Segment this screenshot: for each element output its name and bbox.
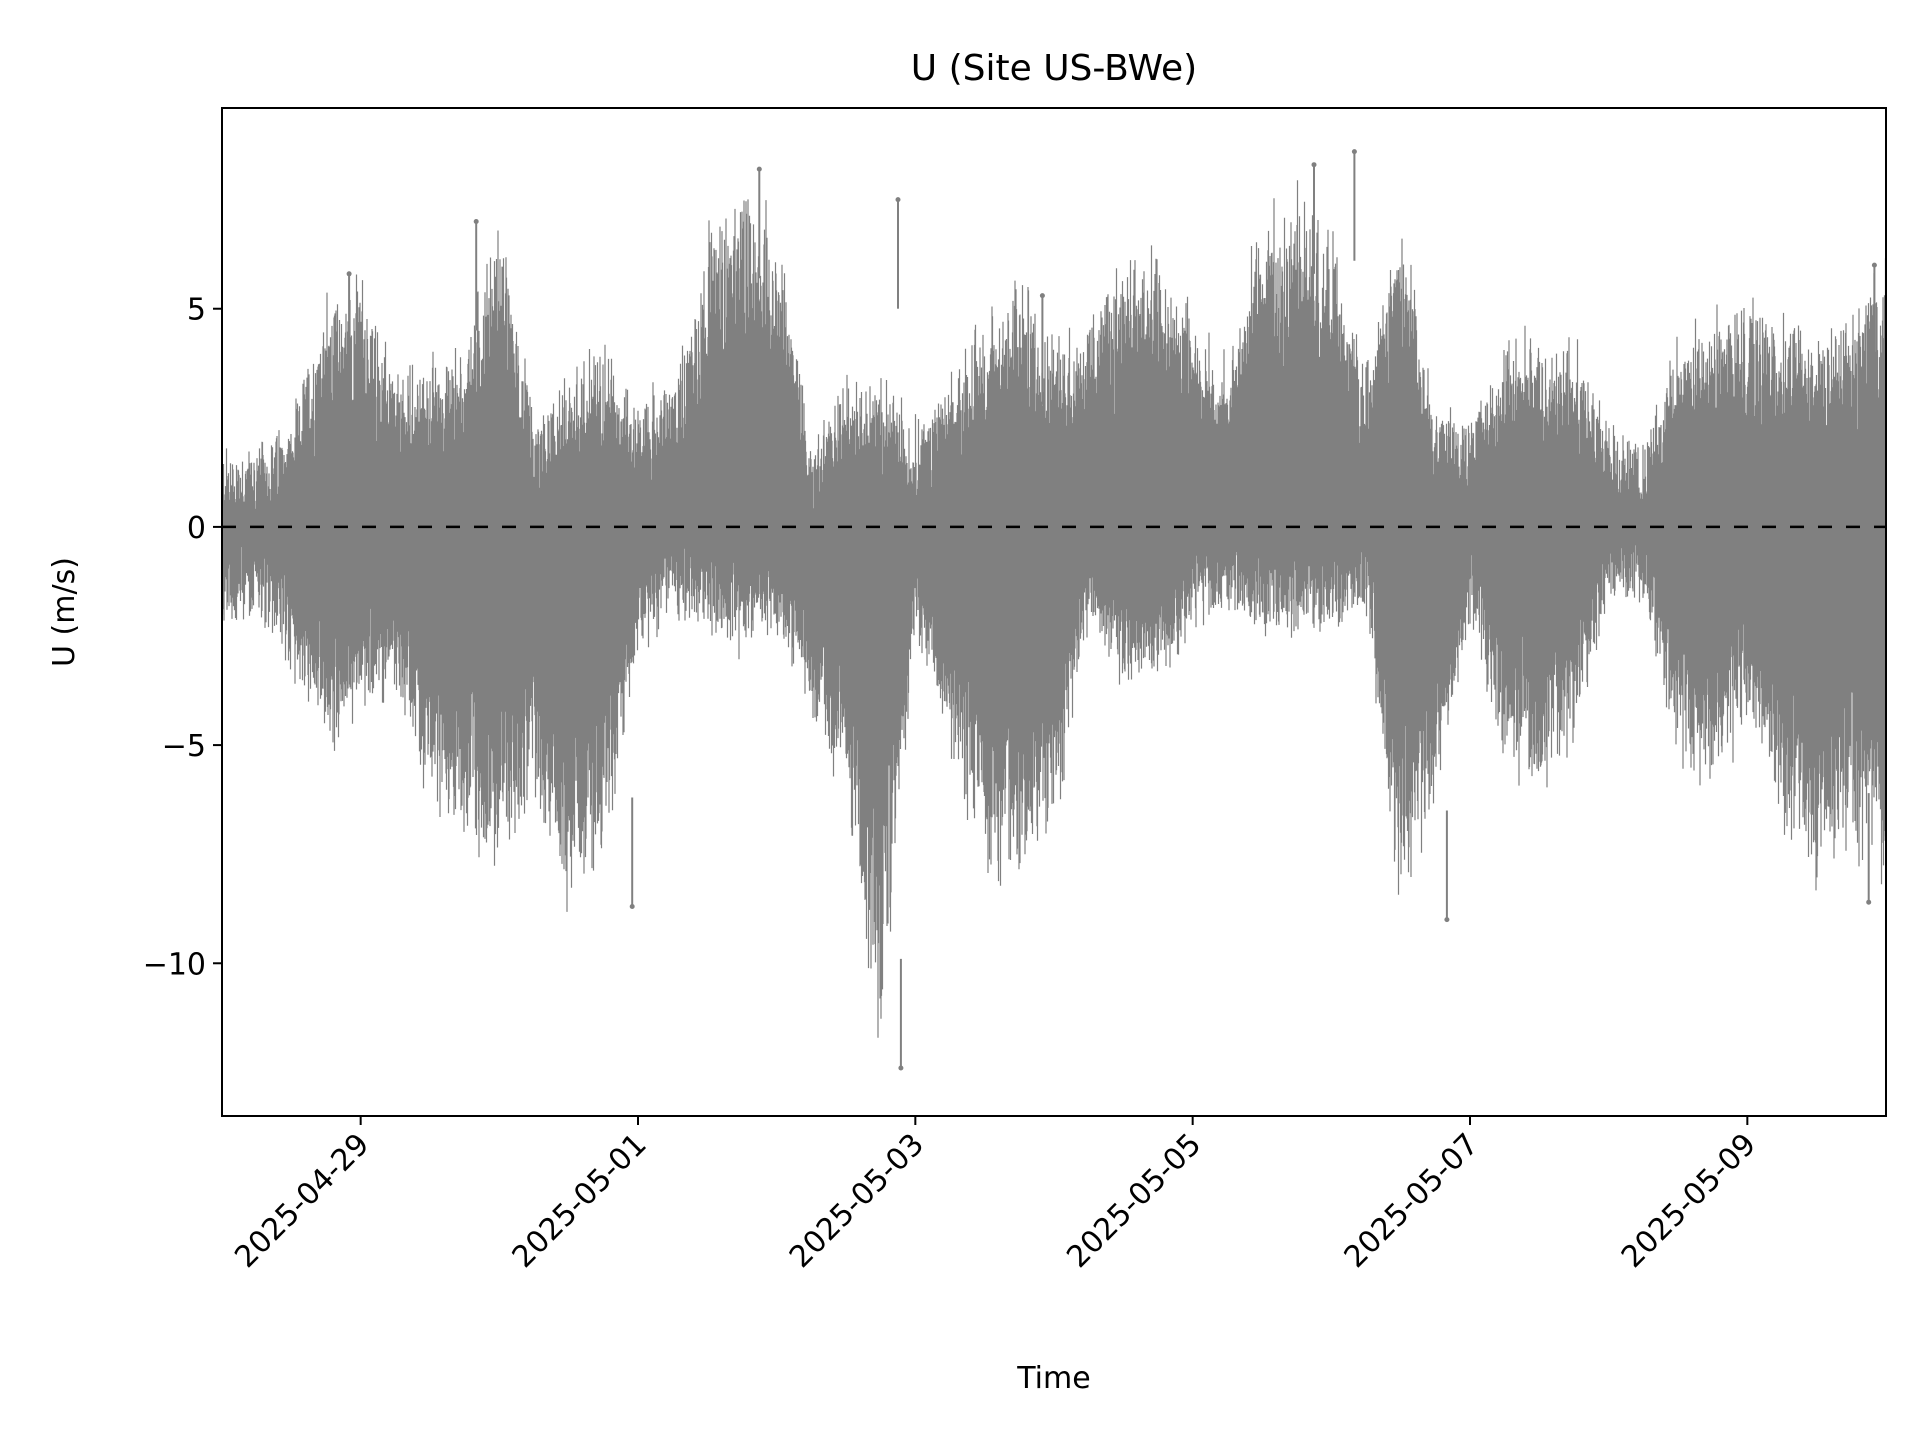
x-axis: 2025-04-29 2025-05-01 2025-05-03 2025-05-05… [228,1116,1763,1275]
y-tick-label: −5 [162,729,206,764]
y-tick-label: 5 [187,293,206,328]
plot-frame [221,107,1887,1117]
data-layer [222,149,1886,1071]
x-tick-label: 2025-05-01 [506,1127,654,1275]
x-axis-title: Time [1016,1361,1090,1396]
chart-title: U (Site US-BWe) [911,48,1197,89]
y-axis-title: U (m/s) [47,557,82,667]
y-tick-label: −10 [143,947,206,982]
x-tick-label: 2025-05-05 [1060,1127,1208,1275]
x-tick-label: 2025-05-03 [783,1127,931,1275]
x-tick-label: 2025-05-09 [1615,1127,1763,1275]
x-tick-label: 2025-05-07 [1338,1127,1486,1275]
x-tick-label: 2025-04-29 [228,1127,376,1275]
y-tick-label: 0 [187,511,206,546]
y-axis: 5 0 −5 −10 [143,293,222,982]
